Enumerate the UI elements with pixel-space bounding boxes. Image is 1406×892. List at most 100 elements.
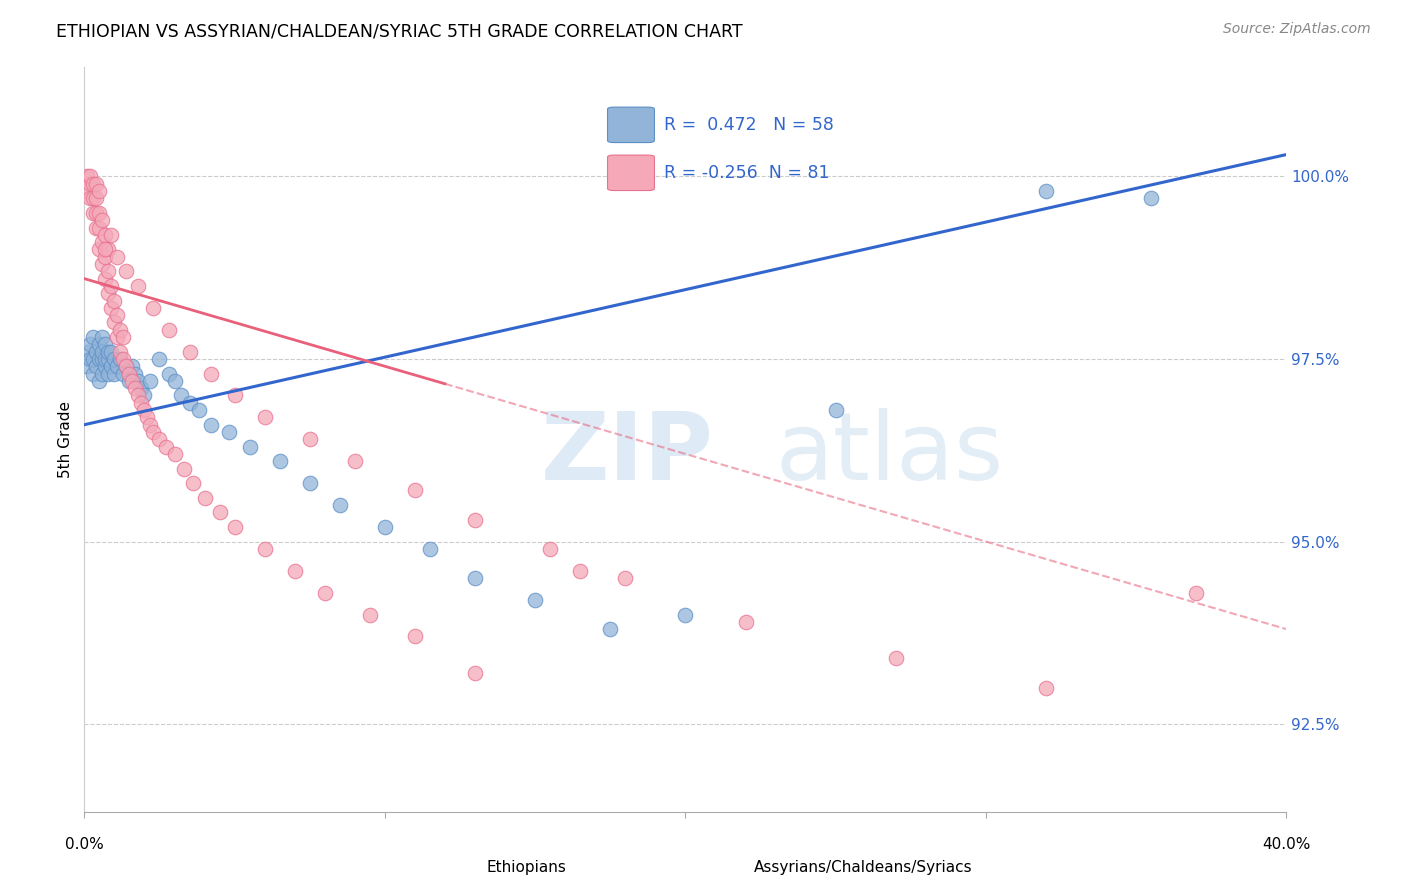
Point	[163, 447, 186, 461]
Point	[139, 417, 162, 432]
Point	[82, 351, 104, 366]
Point	[121, 359, 143, 374]
Point	[91, 213, 114, 227]
Point	[419, 541, 441, 556]
Point	[76, 344, 98, 359]
Point	[91, 351, 114, 366]
Point	[91, 330, 114, 344]
Text: ETHIOPIAN VS ASSYRIAN/CHALDEAN/SYRIAC 5TH GRADE CORRELATION CHART: ETHIOPIAN VS ASSYRIAN/CHALDEAN/SYRIAC 5T…	[56, 22, 742, 40]
Point	[89, 220, 111, 235]
Point	[89, 374, 111, 388]
Point	[100, 301, 122, 315]
Point	[112, 351, 135, 366]
Point	[107, 330, 129, 344]
Point	[179, 344, 201, 359]
Text: atlas: atlas	[776, 409, 1004, 500]
Point	[124, 367, 146, 381]
Point	[824, 403, 846, 417]
Y-axis label: 5th Grade: 5th Grade	[58, 401, 73, 478]
Point	[91, 367, 114, 381]
Point	[97, 243, 120, 257]
Point	[224, 388, 246, 402]
Point	[163, 374, 186, 388]
Point	[107, 308, 129, 322]
Point	[173, 461, 195, 475]
Point	[734, 615, 756, 629]
Point	[97, 367, 120, 381]
Point	[134, 403, 156, 417]
Point	[157, 367, 180, 381]
Point	[127, 374, 149, 388]
Point	[1035, 184, 1057, 198]
Point	[89, 337, 111, 351]
Point	[97, 264, 120, 278]
Point	[253, 410, 276, 425]
FancyBboxPatch shape	[607, 155, 654, 191]
Point	[155, 440, 177, 454]
Point	[79, 169, 101, 184]
Point	[139, 374, 162, 388]
Point	[86, 220, 108, 235]
Point	[86, 191, 108, 205]
Text: Ethiopians: Ethiopians	[486, 861, 567, 875]
Point	[118, 367, 141, 381]
Point	[82, 206, 104, 220]
Point	[97, 351, 120, 366]
Point	[298, 433, 321, 447]
Point	[675, 607, 697, 622]
Point	[94, 359, 117, 374]
Point	[464, 665, 486, 680]
Point	[82, 367, 104, 381]
Point	[82, 177, 104, 191]
Point	[464, 513, 486, 527]
Point	[142, 301, 165, 315]
Point	[103, 367, 125, 381]
Point	[94, 243, 117, 257]
Point	[79, 191, 101, 205]
Point	[218, 425, 240, 439]
Point	[86, 359, 108, 374]
Point	[374, 520, 396, 534]
Point	[100, 344, 122, 359]
Point	[404, 630, 426, 644]
Point	[148, 433, 170, 447]
Point	[169, 388, 191, 402]
Point	[121, 374, 143, 388]
Point	[107, 359, 129, 374]
Point	[569, 564, 592, 578]
Point	[76, 184, 98, 198]
Point	[91, 235, 114, 249]
Point	[343, 454, 366, 468]
Point	[359, 607, 381, 622]
Point	[82, 330, 104, 344]
Point	[100, 279, 122, 293]
Point	[118, 374, 141, 388]
Point	[599, 622, 621, 636]
Point	[79, 337, 101, 351]
Point	[100, 227, 122, 242]
Point	[79, 351, 101, 366]
Point	[115, 264, 138, 278]
Point	[329, 498, 352, 512]
Point	[86, 344, 108, 359]
Point	[76, 359, 98, 374]
Point	[253, 541, 276, 556]
Point	[94, 351, 117, 366]
Point	[94, 271, 117, 285]
Point	[112, 330, 135, 344]
Point	[148, 351, 170, 366]
Point	[298, 476, 321, 491]
Point	[284, 564, 307, 578]
Point	[136, 410, 159, 425]
Point	[94, 227, 117, 242]
Point	[127, 279, 149, 293]
Point	[110, 323, 132, 337]
Point	[1185, 585, 1208, 599]
Point	[86, 177, 108, 191]
Point	[110, 351, 132, 366]
Point	[314, 585, 336, 599]
Point	[464, 571, 486, 585]
Text: ZIP: ZIP	[541, 409, 714, 500]
Text: Assyrians/Chaldeans/Syriacs: Assyrians/Chaldeans/Syriacs	[754, 861, 972, 875]
Point	[115, 359, 138, 374]
